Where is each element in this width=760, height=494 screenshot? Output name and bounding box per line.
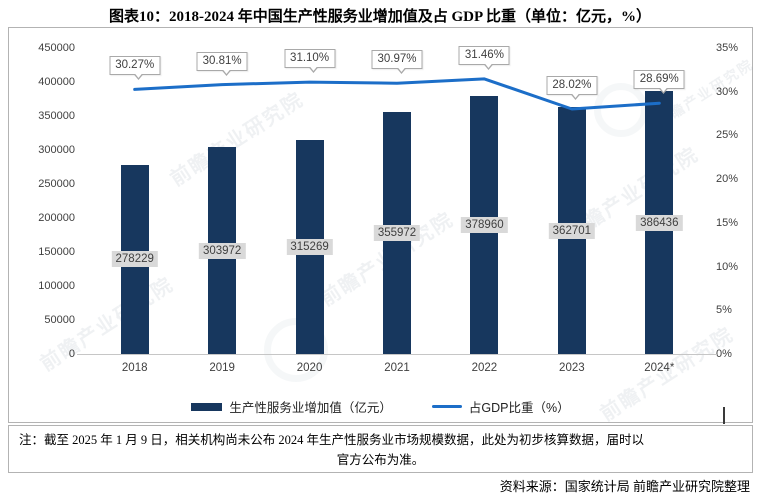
gdp-share-line — [133, 77, 661, 111]
note-line-2: 官方公布为准。 — [336, 453, 425, 467]
left-axis-tick: 250000 — [38, 178, 75, 190]
right-axis-tick: 0% — [716, 348, 732, 360]
note-line-1: 注：截至 2025 年 1 月 9 日，相关机构尚未公布 2024 年生产性服务… — [19, 433, 645, 447]
x-axis-label: 2018 — [121, 362, 148, 374]
figure-title: 图表10：2018-2024 年中国生产性服务业增加值及占 GDP 比重（单位：… — [108, 9, 652, 25]
line-series-swatch — [431, 404, 462, 409]
chart-area: 前瞻产业研究院 前瞻产业研究院 前瞻产业研究院 前瞻产业研究院 前瞻产业研究院 … — [8, 27, 756, 426]
right-axis-tick: 35% — [716, 42, 739, 54]
x-axis-label: 2021 — [384, 362, 410, 374]
right-axis-tick: 20% — [716, 173, 739, 186]
source-line: 资料来源：国家统计局 前瞻产业研究院整理 — [499, 479, 750, 494]
x-axis-label: 2019 — [209, 362, 235, 374]
bar-value-label: 315269 — [286, 238, 333, 255]
legend: 生产性服务业增加值（亿元） 占GDP比重（%） — [9, 397, 752, 416]
right-axis-tick: 10% — [716, 260, 739, 273]
x-axis-line — [77, 354, 717, 355]
x-axis-label: 2020 — [296, 362, 323, 374]
left-axis-tick: 0 — [68, 348, 75, 360]
right-axis-tick: 15% — [716, 216, 739, 229]
bar-value-label: 362701 — [548, 222, 596, 239]
left-axis-tick: 150000 — [38, 246, 75, 258]
legend-bar-label: 生产性服务业增加值（亿元） — [229, 401, 392, 415]
x-axis-label: 2024* — [644, 362, 675, 374]
x-axis-label: 2022 — [471, 362, 498, 374]
legend-line-label: 占GDP比重（%） — [468, 401, 570, 415]
left-axis-tick: 50000 — [44, 314, 75, 326]
line-point-label: 30.97% — [371, 50, 423, 75]
x-axis-label: 2023 — [559, 362, 585, 374]
right-axis-tick: 5% — [716, 304, 732, 317]
line-point-label: 28.02% — [546, 76, 598, 101]
left-axis-tick: 450000 — [38, 42, 75, 54]
left-axis-tick: 350000 — [38, 110, 75, 122]
left-axis-tick: 300000 — [38, 144, 75, 156]
bar-value-label: 278229 — [111, 251, 158, 268]
line-point-label: 28.69% — [633, 70, 685, 95]
bar-series-swatch — [191, 402, 223, 411]
text-cursor — [723, 407, 725, 424]
plot-area: 0 50000 100000 150000 200000 250000 300000 3500… — [38, 42, 738, 374]
bar-value-label: 386436 — [636, 214, 683, 231]
right-axis-tick: 25% — [716, 129, 739, 142]
line-point-label: 31.46% — [458, 45, 510, 70]
line-point-label: 30.81% — [196, 51, 248, 76]
bar-value-label: 355972 — [373, 224, 421, 241]
bar-value-label: 378960 — [461, 217, 508, 234]
left-axis-tick: 100000 — [38, 280, 75, 292]
legend-item-line: 占GDP比重（%） — [431, 397, 570, 416]
line-point-label: 30.27% — [109, 56, 161, 81]
right-axis-tick: 30% — [716, 85, 739, 98]
legend-item-bar: 生产性服务业增加值（亿元） — [191, 397, 392, 416]
bar-value-label: 303972 — [198, 242, 246, 259]
left-axis-tick: 200000 — [38, 212, 75, 224]
left-axis-tick: 400000 — [38, 76, 75, 88]
note: 注：截至 2025 年 1 月 9 日，相关机构尚未公布 2024 年生产性服务… — [8, 425, 753, 473]
line-point-label: 31.10% — [284, 49, 336, 74]
